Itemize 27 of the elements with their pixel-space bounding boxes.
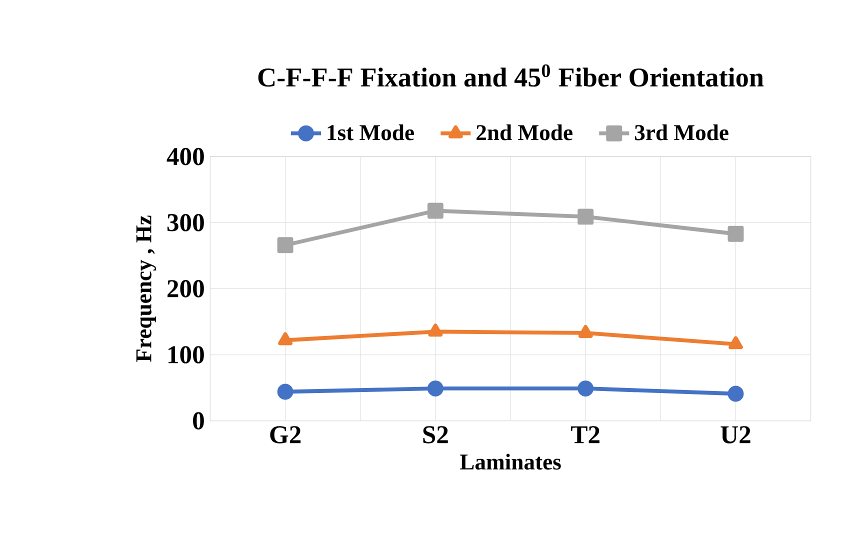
y-tick-label: 300: [167, 214, 204, 232]
y-tick-label: 0: [193, 412, 204, 430]
point: [278, 332, 292, 346]
point: [427, 202, 444, 219]
point: [728, 386, 744, 402]
legend-label: 3rd Mode: [634, 124, 728, 140]
point: [728, 336, 743, 350]
x-tick-label: T2: [571, 426, 600, 444]
point: [578, 324, 593, 338]
point: [728, 226, 744, 242]
point: [428, 324, 443, 337]
y-tick-label: 400: [166, 148, 204, 166]
point: [277, 237, 294, 254]
x-tick-label: G2: [270, 426, 301, 444]
point: [578, 208, 594, 225]
legend-label: 1st Mode: [328, 124, 414, 140]
x-axis-title: Laminates: [460, 454, 561, 470]
y-tick-label: 100: [168, 346, 204, 364]
y-axis-title: Frequency , Hz: [136, 216, 156, 362]
point: [277, 384, 294, 400]
x-tick-label: S2: [423, 426, 448, 444]
y-tick-label: 200: [168, 280, 204, 298]
point: [427, 380, 444, 396]
legend-label: 2nd Mode: [476, 124, 572, 140]
x-tick-label: U2: [720, 426, 750, 444]
chart-title: C-F-F-F Fixation and 45$^{0}$ Fiber Orientation: [258, 64, 764, 87]
point: [578, 380, 594, 396]
